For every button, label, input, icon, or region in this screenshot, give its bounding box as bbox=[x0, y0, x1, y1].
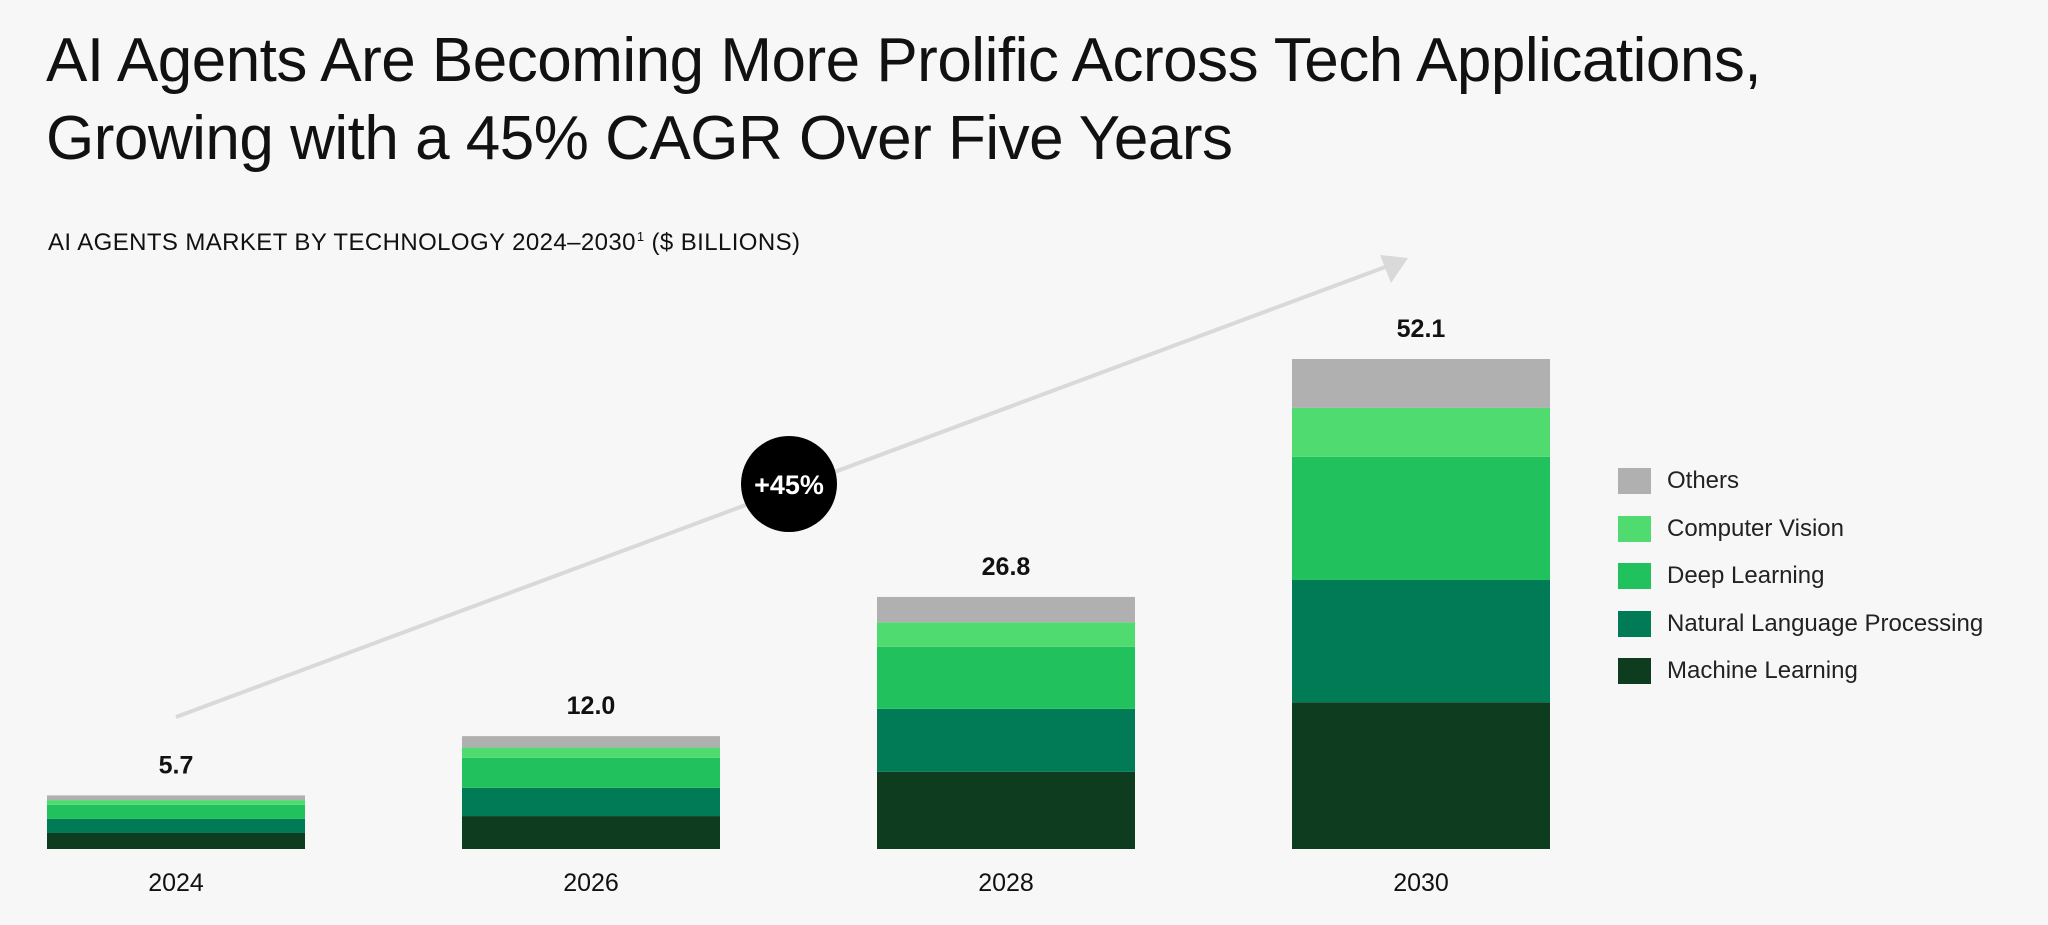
legend-label-natural-language-processing: Natural Language Processing bbox=[1667, 609, 1984, 637]
total-value-label-2026: 12.0 bbox=[567, 692, 616, 720]
bar-segment-others-2024 bbox=[47, 795, 305, 801]
legend-label-computer-vision: Computer Vision bbox=[1667, 514, 1844, 542]
labels-layer: 5.7 2024 12.0 2026 26.8 2028 52.1 2030 bbox=[148, 315, 1449, 897]
bar-segment-computer-vision-2026 bbox=[462, 747, 720, 758]
bar-segment-natural-language-processing-2026 bbox=[462, 787, 720, 817]
x-axis-tick-label-2026: 2026 bbox=[563, 869, 619, 897]
bar-segment-deep-learning-2024 bbox=[47, 804, 305, 819]
bars-layer bbox=[47, 359, 1550, 849]
legend-item-machine-learning: Machine Learning bbox=[1618, 657, 1983, 685]
legend-swatch-others bbox=[1618, 468, 1651, 494]
legend-swatch-deep-learning bbox=[1618, 563, 1651, 589]
bar-segment-machine-learning-2024 bbox=[47, 833, 305, 849]
chart-title: AI Agents Are Becoming More Prolific Acr… bbox=[46, 22, 2006, 178]
footnote-marker: 1 bbox=[636, 229, 645, 244]
chart-subtitle-text: AI AGENTS MARKET BY TECHNOLOGY 2024–2030 bbox=[48, 229, 636, 256]
x-axis-tick-label-2030: 2030 bbox=[1393, 869, 1449, 897]
total-value-label-2028: 26.8 bbox=[982, 553, 1031, 581]
total-value-label-2030: 52.1 bbox=[1397, 315, 1446, 343]
bar-segment-computer-vision-2028 bbox=[877, 622, 1135, 647]
bar-segment-natural-language-processing-2030 bbox=[1292, 580, 1550, 703]
legend-item-computer-vision: Computer Vision bbox=[1618, 515, 1983, 543]
chart-subtitle: AI AGENTS MARKET BY TECHNOLOGY 2024–2030… bbox=[48, 222, 800, 258]
bar-segment-machine-learning-2030 bbox=[1292, 702, 1550, 849]
x-axis-tick-label-2024: 2024 bbox=[148, 869, 204, 897]
chart-title-line-1: AI Agents Are Becoming More Prolific Acr… bbox=[46, 26, 1762, 95]
bar-segment-computer-vision-2030 bbox=[1292, 407, 1550, 457]
bar-segment-machine-learning-2028 bbox=[877, 771, 1135, 849]
legend-label-others: Others bbox=[1667, 467, 1740, 494]
bar-segment-natural-language-processing-2024 bbox=[47, 818, 305, 834]
bar-segment-machine-learning-2026 bbox=[462, 816, 720, 849]
bar-segment-deep-learning-2026 bbox=[462, 757, 720, 788]
bar-segment-deep-learning-2028 bbox=[877, 646, 1135, 709]
legend-swatch-machine-learning bbox=[1618, 658, 1651, 684]
legend-item-natural-language-processing: Natural Language Processing bbox=[1618, 610, 1983, 638]
chart-title-line-2: Growing with a 45% CAGR Over Five Years bbox=[46, 104, 1233, 173]
chart-subtitle-unit: ($ BILLIONS) bbox=[644, 229, 801, 256]
growth-badge-circle bbox=[741, 436, 837, 532]
bar-segment-natural-language-processing-2028 bbox=[877, 708, 1135, 772]
growth-badge-label: +45% bbox=[754, 470, 824, 500]
chart-legend: Others Computer Vision Deep Learning Nat… bbox=[1618, 467, 1983, 705]
legend-item-deep-learning: Deep Learning bbox=[1618, 562, 1983, 590]
x-axis-tick-label-2028: 2028 bbox=[978, 869, 1034, 897]
total-value-label-2024: 5.7 bbox=[159, 751, 194, 779]
bar-segment-deep-learning-2030 bbox=[1292, 456, 1550, 581]
growth-arrow-head-icon bbox=[1380, 255, 1408, 283]
bar-segment-others-2026 bbox=[462, 736, 720, 748]
growth-badge: +45% bbox=[741, 436, 837, 532]
legend-item-others: Others bbox=[1618, 467, 1983, 495]
legend-label-deep-learning: Deep Learning bbox=[1667, 562, 1825, 589]
bar-segment-computer-vision-2024 bbox=[47, 800, 305, 805]
bar-segment-others-2030 bbox=[1292, 359, 1550, 408]
legend-swatch-natural-language-processing bbox=[1618, 610, 1651, 637]
legend-label-machine-learning: Machine Learning bbox=[1667, 657, 1858, 684]
bar-segment-others-2028 bbox=[877, 596, 1135, 623]
legend-swatch-computer-vision bbox=[1618, 515, 1651, 542]
